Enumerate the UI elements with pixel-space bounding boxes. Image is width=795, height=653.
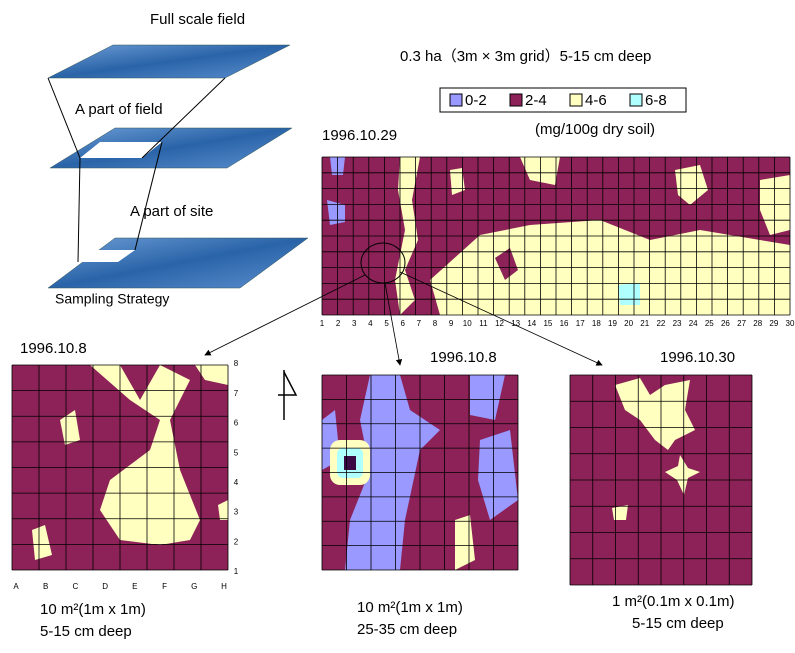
x-label: 5 [384, 319, 389, 328]
x-label: 8 [433, 319, 438, 328]
x-label: 23 [673, 319, 682, 328]
label: Full scale field [150, 11, 245, 28]
y-label: 5 [234, 448, 239, 457]
x-label: 29 [769, 319, 778, 328]
caption: 5-15 cm deep [632, 615, 724, 632]
y-label: 3 [234, 508, 239, 517]
x-label: A [13, 582, 19, 591]
x-label: E [132, 582, 137, 591]
x-label: 22 [656, 319, 665, 328]
title: 0.3 ha（3m × 3m grid）5-15 cm deep [400, 48, 651, 65]
date: 1996.10.29 [322, 127, 397, 144]
figure: Full scale field A part of field A part … [0, 0, 795, 648]
x-label: 26 [721, 319, 730, 328]
main-map [322, 157, 790, 315]
x-label: 10 [463, 319, 472, 328]
x-label: B [43, 582, 48, 591]
y-label: 1 [234, 567, 239, 576]
x-label: 3 [352, 319, 357, 328]
x-label: 6 [400, 319, 405, 328]
x-label: 28 [753, 319, 762, 328]
x-label: 27 [737, 319, 746, 328]
north-arrow [278, 370, 296, 420]
y-label: 7 [234, 389, 239, 398]
label: A part of site [130, 203, 213, 220]
x-label: 4 [368, 319, 373, 328]
x-label: F [162, 582, 167, 591]
left-map [12, 365, 228, 570]
caption: 10 m²(1m x 1m) [40, 601, 146, 618]
caption: 10 m²(1m x 1m) [357, 599, 463, 616]
caption: Sampling Strategy [55, 291, 169, 307]
caption: 5-15 cm deep [40, 623, 132, 640]
legend-swatch [450, 94, 462, 106]
caption: 1 m²(0.1m x 0.1m) [612, 593, 735, 610]
legend-label: 4-6 [585, 92, 607, 109]
x-label: C [73, 582, 79, 591]
planes [48, 45, 308, 288]
legend-swatch [510, 94, 522, 106]
x-label: 9 [449, 319, 454, 328]
x-label: 2 [336, 319, 341, 328]
x-label: 25 [705, 319, 714, 328]
x-label: 21 [640, 319, 649, 328]
x-label: 19 [608, 319, 617, 328]
x-label: 16 [560, 319, 569, 328]
caption: 25-35 cm deep [357, 621, 457, 638]
x-label: 7 [417, 319, 422, 328]
legend-swatch [630, 94, 642, 106]
middle-map [322, 375, 518, 570]
x-label: 20 [624, 319, 633, 328]
x-label: 30 [786, 319, 795, 328]
x-label: 12 [495, 319, 504, 328]
x-label: D [102, 582, 108, 591]
date: 1996.10.8 [430, 349, 497, 366]
right-map [570, 375, 752, 585]
legend-label: 6-8 [645, 92, 667, 109]
y-label: 2 [234, 537, 239, 546]
y-label: 8 [234, 359, 239, 368]
x-label: 1 [320, 319, 325, 328]
label: A part of field [75, 101, 163, 118]
x-label: 17 [576, 319, 585, 328]
legend-label: 0-2 [465, 92, 487, 109]
y-label: 6 [234, 419, 239, 428]
legend-swatch [570, 94, 582, 106]
legend-label: 2-4 [525, 92, 547, 109]
x-label: 18 [592, 319, 601, 328]
y-label: 4 [234, 478, 239, 487]
x-label: 24 [689, 319, 698, 328]
date: 1996.10.8 [20, 340, 87, 357]
x-label: 15 [543, 319, 552, 328]
x-label: 14 [527, 319, 536, 328]
date: 1996.10.30 [660, 349, 735, 366]
x-label: 11 [479, 319, 488, 328]
x-label: H [221, 582, 227, 591]
unit: (mg/100g dry soil) [535, 121, 655, 138]
x-label: G [191, 582, 197, 591]
